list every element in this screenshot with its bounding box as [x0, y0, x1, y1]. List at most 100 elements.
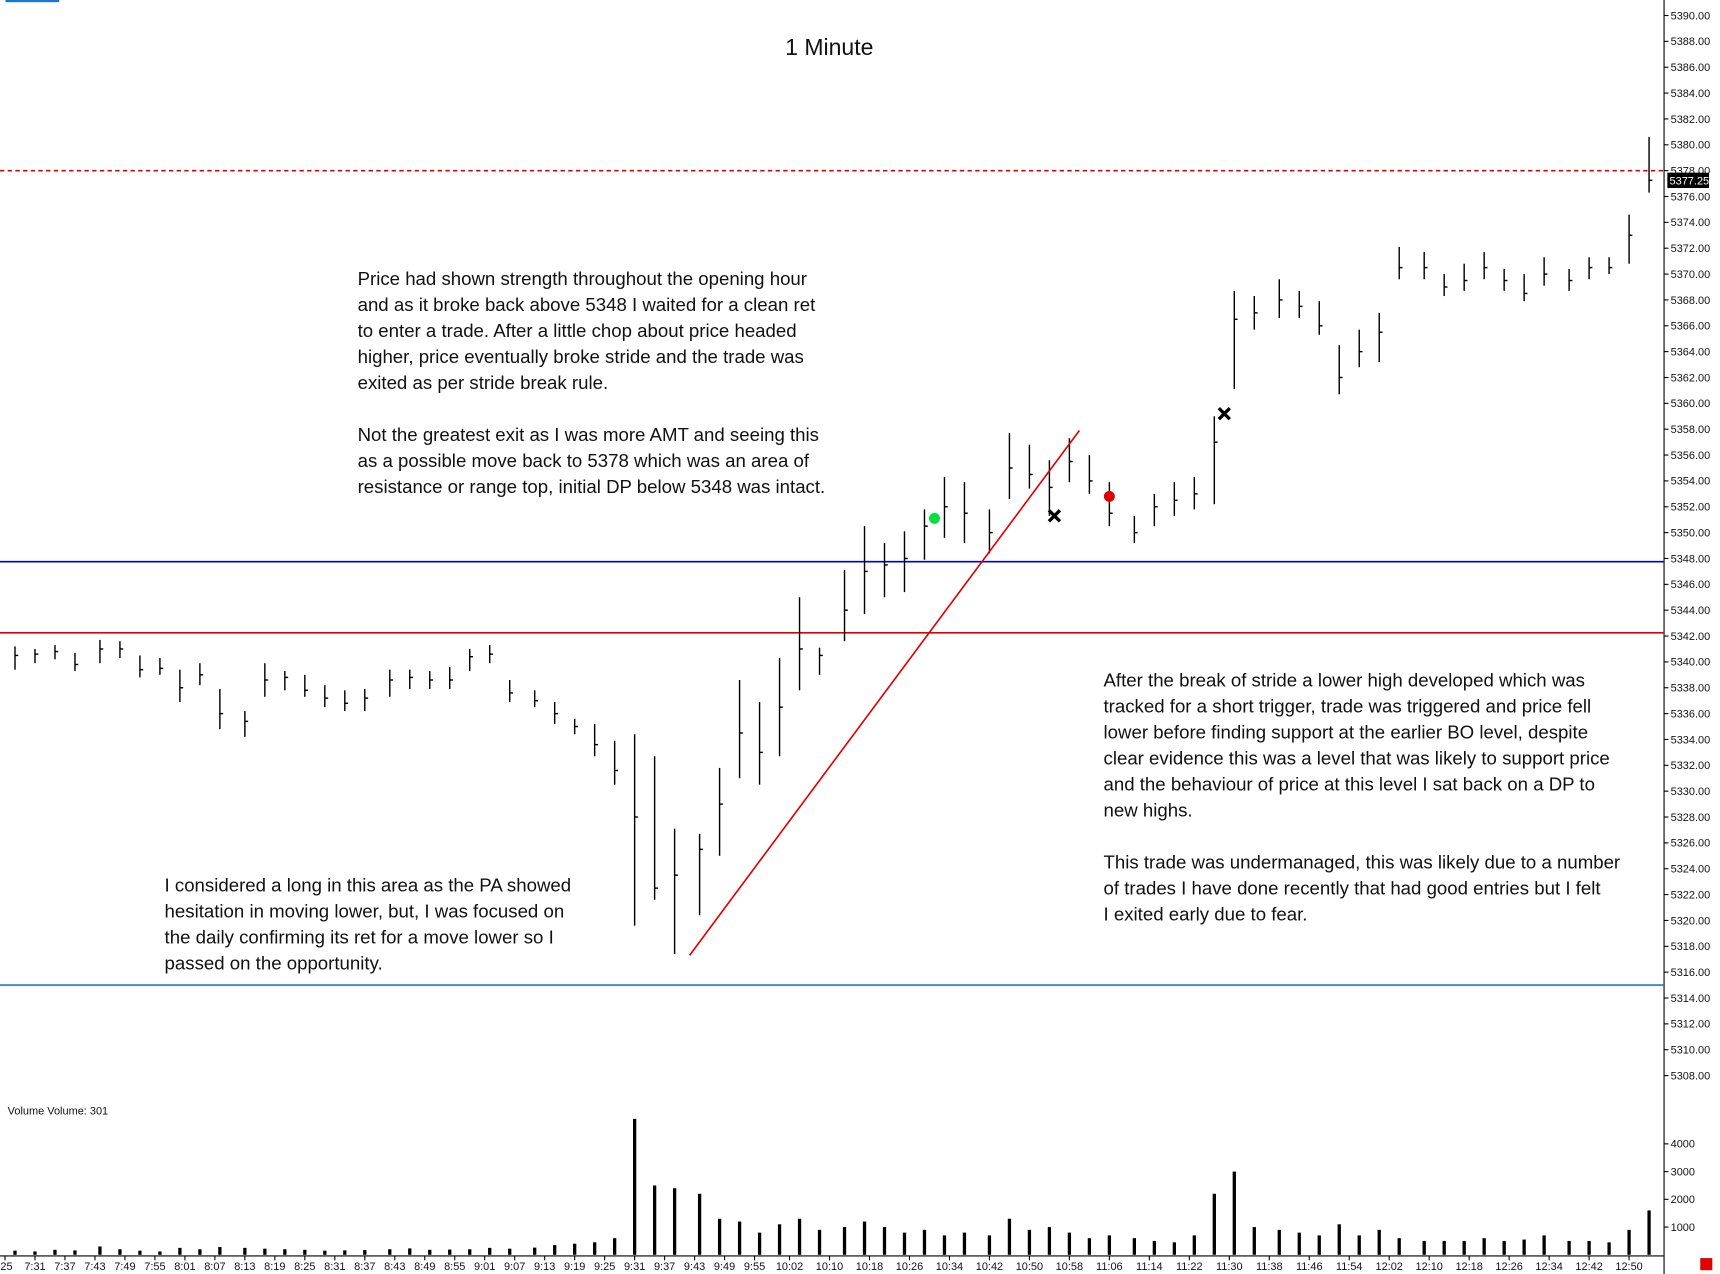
- y-tick-label: 5322.00: [1671, 889, 1711, 901]
- volume-bar: [1192, 1235, 1196, 1255]
- y-tick-label: 5382.00: [1671, 114, 1711, 126]
- x-tick-label: 9:37: [654, 1261, 675, 1273]
- volume-bar: [1542, 1235, 1546, 1255]
- annotation-text: tracked for a short trigger, trade was t…: [1104, 696, 1592, 717]
- tab-indicator: [5, 0, 60, 3]
- x-tick-label: 12:02: [1376, 1261, 1403, 1273]
- x-tick-label: 7:31: [24, 1261, 45, 1273]
- x-tick-label: 10:58: [1056, 1261, 1083, 1273]
- x-tick-label: :25: [0, 1261, 13, 1273]
- x-tick-label: 10:42: [976, 1261, 1003, 1273]
- y-tick-label: 5346.00: [1671, 579, 1711, 591]
- y-tick-label: 5362.00: [1671, 372, 1711, 384]
- volume-bar: [1232, 1171, 1236, 1255]
- volume-bar: [1172, 1242, 1176, 1255]
- annotation-text: I exited early due to fear.: [1104, 904, 1308, 925]
- volume-bar: [1212, 1193, 1216, 1255]
- last-price-label: 5377.25: [1670, 176, 1710, 188]
- x-tick-label: 9:13: [534, 1261, 555, 1273]
- annotation-text: hesitation in moving lower, but, I was f…: [165, 901, 565, 922]
- volume-bar: [158, 1251, 162, 1255]
- volume-bar: [1252, 1227, 1256, 1255]
- annotation-text: as a possible move back to 5378 which wa…: [358, 450, 810, 471]
- y-tick-label: 5344.00: [1671, 605, 1711, 617]
- status-indicator: [1700, 1258, 1713, 1271]
- volume-bar: [1377, 1229, 1381, 1255]
- price-plot: [0, 137, 1665, 986]
- annotation-text: I considered a long in this area as the …: [165, 875, 572, 896]
- x-tick-label: 12:18: [1455, 1261, 1482, 1273]
- volume-bar: [118, 1249, 122, 1255]
- x-tick-label: 10:02: [776, 1261, 803, 1273]
- x-tick-label: 12:10: [1415, 1261, 1442, 1273]
- x-tick-label: 11:14: [1136, 1261, 1163, 1273]
- x-tick-label: 11:38: [1256, 1261, 1283, 1273]
- volume-bar: [613, 1238, 617, 1255]
- volume-bar: [652, 1185, 657, 1255]
- volume-bar: [1567, 1240, 1571, 1255]
- volume-bar: [98, 1246, 102, 1255]
- x-tick-label: 11:30: [1216, 1261, 1243, 1273]
- volume-tick-label: 1000: [1671, 1222, 1695, 1234]
- y-tick-label: 5378.00: [1671, 165, 1711, 177]
- volume-bar: [1357, 1235, 1361, 1255]
- volume-bar: [33, 1251, 37, 1255]
- trade-marker: [1047, 509, 1062, 523]
- x-tick-label: 10:26: [896, 1261, 923, 1273]
- volume-bar: [1087, 1238, 1092, 1255]
- volume-bar: [1502, 1240, 1506, 1255]
- x-tick-label: 7:49: [114, 1261, 135, 1273]
- y-tick-label: 5372.00: [1671, 243, 1711, 255]
- volume-bar: [1627, 1229, 1631, 1255]
- volume-bar: [717, 1218, 722, 1255]
- x-tick-label: 9:49: [714, 1261, 735, 1273]
- x-tick-label: 11:54: [1336, 1261, 1363, 1273]
- x-tick-label: 9:07: [504, 1261, 525, 1273]
- volume-bar: [1462, 1240, 1466, 1255]
- volume-bar: [53, 1249, 57, 1255]
- trade-marker: [928, 512, 940, 524]
- y-tick-label: 5356.00: [1671, 450, 1711, 462]
- volume-bar: [408, 1248, 412, 1255]
- y-tick-label: 5388.00: [1671, 36, 1711, 48]
- x-tick-label: 8:37: [354, 1261, 375, 1273]
- annotation-text: higher, price eventually broke stride an…: [358, 346, 804, 367]
- x-tick-label: 8:13: [234, 1261, 255, 1273]
- x-tick-label: 7:43: [84, 1261, 105, 1273]
- volume-bar: [1277, 1229, 1281, 1255]
- volume-bar: [1442, 1240, 1446, 1255]
- volume-bar: [468, 1249, 472, 1255]
- volume-bar: [942, 1235, 947, 1255]
- volume-bar: [672, 1188, 677, 1255]
- volume-bar: [902, 1232, 907, 1255]
- volume-bar: [448, 1249, 452, 1255]
- y-tick-label: 5348.00: [1671, 553, 1711, 565]
- x-tick-label: 7:37: [54, 1261, 75, 1273]
- volume-bar: [987, 1235, 992, 1255]
- annotation-text: After the break of stride a lower high d…: [1104, 670, 1585, 691]
- y-tick-label: 5336.00: [1671, 708, 1711, 720]
- annotation-text: new highs.: [1104, 800, 1193, 821]
- volume-bar: [13, 1250, 17, 1255]
- x-tick-label: 9:55: [744, 1261, 765, 1273]
- volume-bar: [218, 1247, 222, 1255]
- trend-line: [688, 430, 1081, 956]
- x-tick-label: 12:42: [1575, 1261, 1602, 1273]
- volume-bar: [363, 1250, 367, 1255]
- x-tick-label: 12:34: [1535, 1261, 1562, 1273]
- volume-bar: [303, 1249, 307, 1255]
- x-tick-label: 10:10: [816, 1261, 843, 1273]
- y-tick-label: 5324.00: [1671, 864, 1711, 876]
- annotation-text: lower before finding support at the earl…: [1104, 722, 1589, 743]
- volume-bar: [737, 1221, 742, 1255]
- volume-bar: [1067, 1232, 1072, 1255]
- annotation-text: the daily confirming its ret for a move …: [165, 927, 554, 948]
- y-tick-label: 5340.00: [1671, 657, 1711, 669]
- x-tick-label: 8:25: [294, 1261, 315, 1273]
- y-tick-label: 5326.00: [1671, 838, 1711, 850]
- volume-bar: [817, 1229, 822, 1255]
- volume-bar: [882, 1227, 887, 1255]
- volume-bar: [1152, 1240, 1156, 1255]
- volume-bar: [842, 1227, 847, 1255]
